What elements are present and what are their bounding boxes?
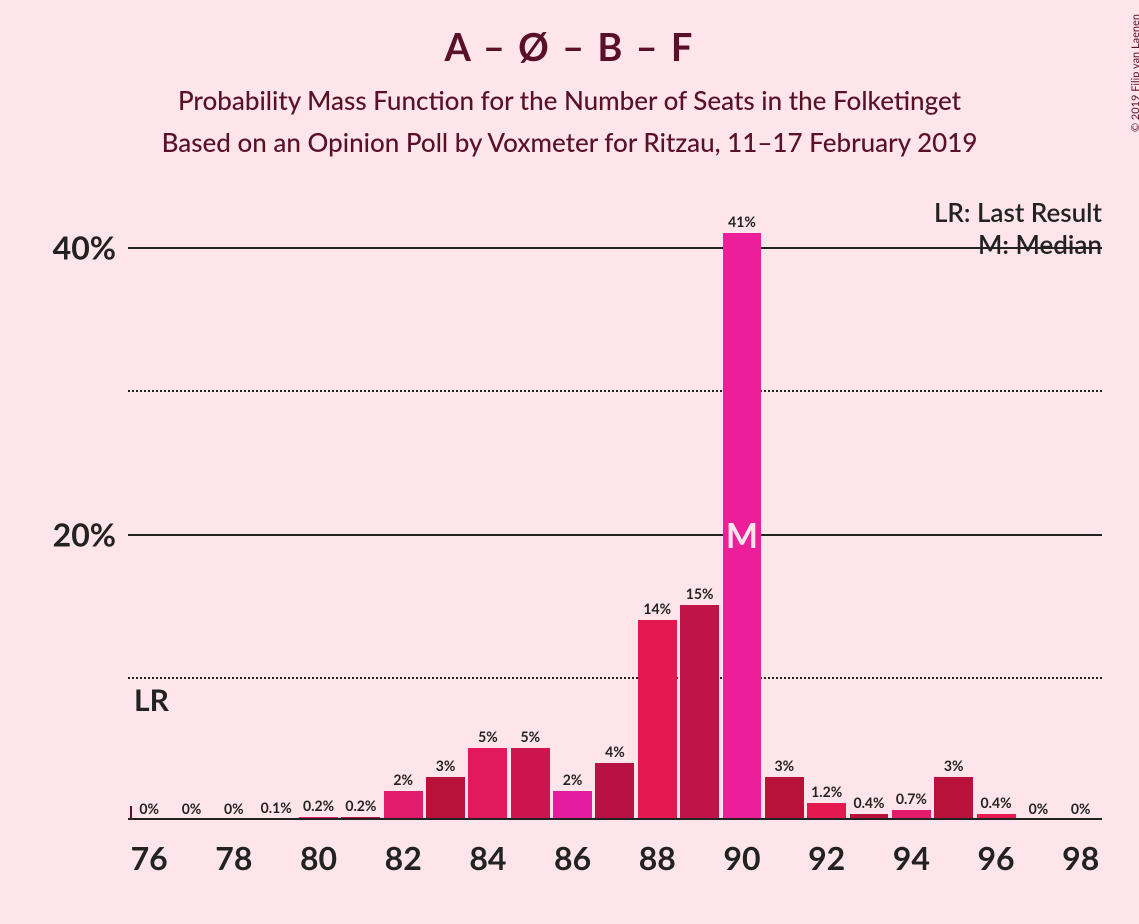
- pmf-bar-chart: 0%0%0%0.1%0.2%0.2%2%3%5%5%2%4%14%15%41%M…: [128, 190, 1102, 820]
- bar-slot: 0%: [1060, 190, 1102, 820]
- x-tick-label: [340, 838, 382, 877]
- x-axis: 76 78 80 82 84 86 88 90 92 94 96 98: [128, 838, 1102, 877]
- bar-value-label: 2%: [563, 771, 583, 791]
- bar-slot: 0%: [128, 190, 170, 820]
- bar-slot: 41% M: [721, 190, 763, 820]
- x-tick-label: 82: [382, 838, 424, 877]
- bar-value-label: 0%: [1029, 800, 1049, 820]
- bar: 4%: [595, 763, 634, 820]
- x-tick-label: 92: [806, 838, 848, 877]
- bar-slot: 0.4%: [975, 190, 1017, 820]
- bar-slot: 0%: [1017, 190, 1059, 820]
- bar-value-label: 3%: [775, 757, 795, 777]
- x-tick-label: [170, 838, 212, 877]
- bar-value-label: 4%: [605, 743, 625, 763]
- x-tick-label: [509, 838, 551, 877]
- x-tick-label: [1017, 838, 1059, 877]
- bar-value-label: 0%: [139, 800, 159, 820]
- bar-slot: 3%: [424, 190, 466, 820]
- y-tick-label: 40%: [53, 228, 128, 267]
- x-tick-label: [933, 838, 975, 877]
- bar: 5%: [511, 748, 550, 820]
- bar: 15%: [680, 605, 719, 820]
- x-tick-label: [848, 838, 890, 877]
- plot-area: 0%0%0%0.1%0.2%0.2%2%3%5%5%2%4%14%15%41%M…: [128, 190, 1102, 820]
- chart-title: A – Ø – B – F: [0, 0, 1139, 70]
- bar-slot: 4%: [594, 190, 636, 820]
- bar-value-label: 5%: [520, 728, 540, 748]
- median-label: M: [726, 515, 758, 556]
- bar-slot: 15%: [678, 190, 720, 820]
- bar: 3%: [934, 777, 973, 820]
- x-tick-label: [255, 838, 297, 877]
- bar-value-label: 0%: [182, 800, 202, 820]
- bar-value-label: 14%: [643, 600, 671, 620]
- bar: 3%: [765, 777, 804, 820]
- bar: 14%: [638, 620, 677, 820]
- bar-slot: 0.7%: [890, 190, 932, 820]
- y-tick-label: 20%: [53, 514, 128, 553]
- chart-subtitle-2: Based on an Opinion Poll by Voxmeter for…: [0, 126, 1139, 158]
- bar-slot: 2%: [551, 190, 593, 820]
- x-tick-label: 78: [213, 838, 255, 877]
- x-tick-label: 88: [636, 838, 678, 877]
- bar-value-label: 0.1%: [261, 799, 292, 819]
- bar-value-label: 0%: [224, 800, 244, 820]
- x-tick-label: [424, 838, 466, 877]
- bar-value-label: 0.4%: [981, 794, 1012, 814]
- bar-slot: 1.2%: [806, 190, 848, 820]
- x-tick-label: 96: [975, 838, 1017, 877]
- bar-value-label: 2%: [393, 771, 413, 791]
- bar-value-label: 0%: [1071, 800, 1091, 820]
- x-axis-line: [128, 818, 1102, 820]
- bar-value-label: 5%: [478, 728, 498, 748]
- bar-value-label: 0.4%: [853, 794, 884, 814]
- bar-slot: 5%: [467, 190, 509, 820]
- bar-slot: 2%: [382, 190, 424, 820]
- x-tick-label: 90: [721, 838, 763, 877]
- x-tick-label: [763, 838, 805, 877]
- bar-slot: 5%: [509, 190, 551, 820]
- last-result-marker: [130, 806, 132, 820]
- x-tick-label: [678, 838, 720, 877]
- bar-slot: 0%: [213, 190, 255, 820]
- bar-value-label: 0.2%: [345, 797, 376, 817]
- bar-slot: 0.1%: [255, 190, 297, 820]
- bar-value-label: 15%: [686, 585, 714, 605]
- bar-value-label: 0.7%: [896, 790, 927, 810]
- last-result-label: LR: [134, 682, 169, 718]
- x-tick-label: 98: [1060, 838, 1102, 877]
- bar: 5%: [468, 748, 507, 820]
- legend-line: M: Median: [934, 228, 1102, 260]
- x-tick-label: 86: [551, 838, 593, 877]
- bars-container: 0%0%0%0.1%0.2%0.2%2%3%5%5%2%4%14%15%41%M…: [128, 190, 1102, 820]
- bar: 2%: [384, 791, 423, 820]
- chart-subtitle-1: Probability Mass Function for the Number…: [0, 84, 1139, 116]
- bar-slot: 14%: [636, 190, 678, 820]
- bar: 3%: [426, 777, 465, 820]
- bar-slot: 0.2%: [340, 190, 382, 820]
- x-tick-label: 76: [128, 838, 170, 877]
- bar-value-label: 0.2%: [303, 797, 334, 817]
- x-tick-label: [594, 838, 636, 877]
- bar-slot: 3%: [933, 190, 975, 820]
- legend: LR: Last ResultM: Median: [934, 196, 1102, 260]
- legend-line: LR: Last Result: [934, 196, 1102, 228]
- bar-slot: 0%: [170, 190, 212, 820]
- x-tick-label: 84: [467, 838, 509, 877]
- bar-value-label: 1.2%: [811, 783, 842, 803]
- bar-slot: 0.4%: [848, 190, 890, 820]
- bar-slot: 0.2%: [297, 190, 339, 820]
- bar-value-label: 3%: [944, 757, 964, 777]
- bar-value-label: 3%: [436, 757, 456, 777]
- bar-slot: 3%: [763, 190, 805, 820]
- copyright-label: © 2019 Filip van Laenen: [1129, 14, 1139, 132]
- x-tick-label: 80: [297, 838, 339, 877]
- bar: 41%M: [723, 233, 762, 820]
- x-tick-label: 94: [890, 838, 932, 877]
- bar-value-label: 41%: [728, 213, 756, 233]
- bar: 2%: [553, 791, 592, 820]
